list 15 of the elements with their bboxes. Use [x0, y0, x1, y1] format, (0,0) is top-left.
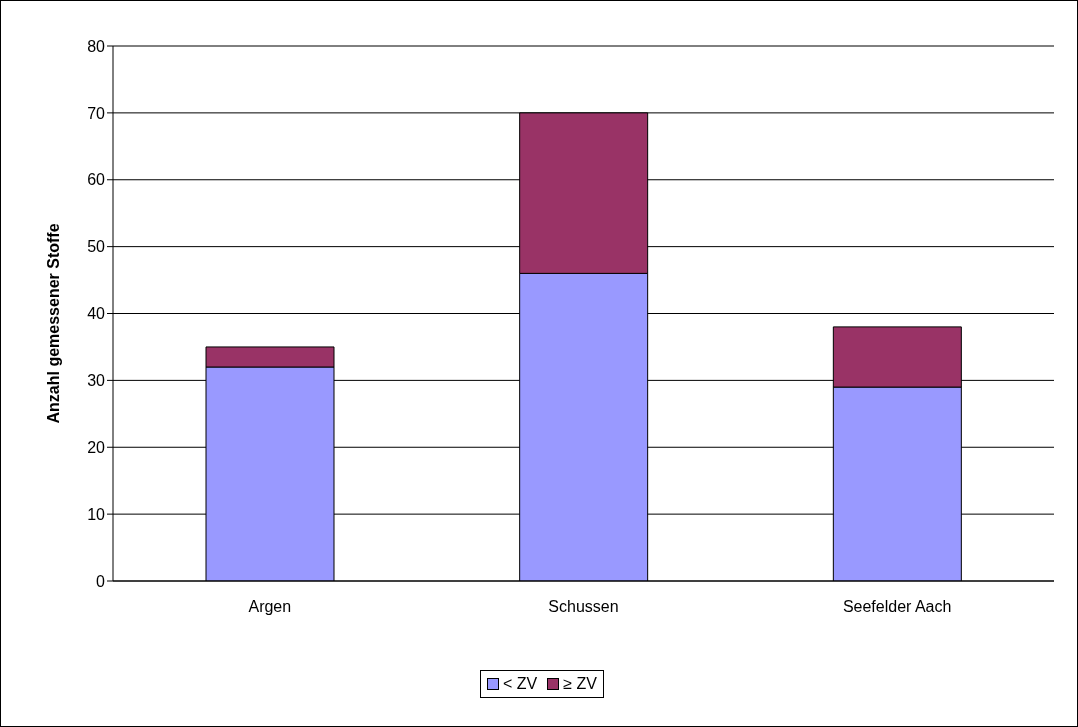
y-tick-label: 80	[87, 37, 106, 55]
y-tick-label: 20	[87, 438, 106, 456]
y-axis-title: Anzahl gemessener Stoffe	[44, 223, 62, 424]
y-tick-label: 10	[87, 505, 106, 523]
x-tick-label: Argen	[248, 598, 292, 616]
y-tick-label: 50	[87, 238, 106, 256]
legend-label: < ZV	[503, 675, 538, 693]
y-tick-label: 60	[87, 171, 106, 189]
y-tick-label: 40	[87, 305, 106, 323]
x-tick-label: Seefelder Aach	[842, 598, 952, 616]
legend-label: ≥ ZV	[563, 675, 597, 693]
y-tick-label: 70	[87, 104, 106, 122]
y-tick-label: 0	[96, 572, 106, 590]
x-tick-label: Schussen	[548, 598, 619, 616]
y-tick-label: 30	[87, 372, 106, 390]
